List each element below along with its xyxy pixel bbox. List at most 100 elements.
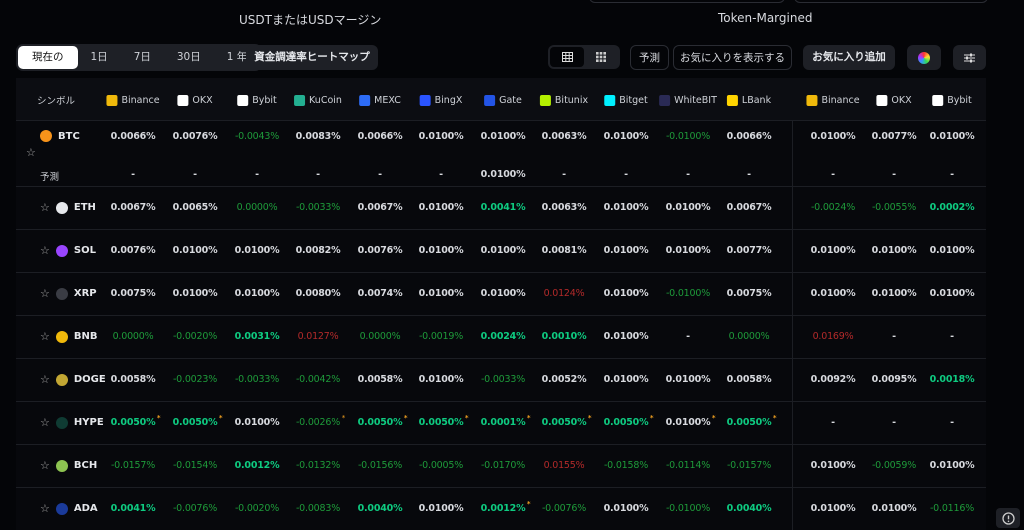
rate-cell[interactable]: 0.0066% (727, 131, 772, 142)
rate-cell[interactable]: 0.0100% (235, 417, 280, 428)
rate-cell[interactable]: 0.0083% (296, 131, 341, 142)
rate-cell[interactable]: 0.0100% (811, 288, 856, 299)
rate-cell[interactable]: 0.0155% (544, 460, 585, 471)
rate-cell[interactable]: - (255, 169, 259, 180)
rate-cell[interactable]: 0.0040% (358, 503, 403, 514)
rate-cell[interactable]: 0.0076% (111, 245, 156, 256)
rate-cell[interactable]: 0.0169% (813, 331, 854, 342)
symbol-name[interactable]: XRP (73, 288, 97, 299)
rate-cell[interactable]: -0.0033% (481, 374, 525, 385)
rate-cell[interactable]: - (131, 169, 135, 180)
rate-cell[interactable]: 0.0024% (481, 331, 526, 342)
favorite-star-icon[interactable]: ☆ (26, 146, 36, 159)
rate-cell[interactable]: 0.0012% (235, 460, 280, 471)
rate-cell[interactable]: 0.0066% (111, 131, 156, 142)
rate-cell[interactable]: 0.0100% (604, 131, 649, 142)
rate-cell[interactable]: - (892, 169, 896, 180)
favorite-star-icon[interactable]: ☆ (40, 330, 50, 343)
exchange-header[interactable]: Bitunix (539, 93, 588, 107)
rate-cell[interactable]: 0.0100% (173, 245, 218, 256)
table-view-button[interactable] (550, 47, 584, 67)
rate-cell[interactable]: -0.0156% (358, 460, 402, 471)
symbol-name[interactable]: DOGE (73, 374, 106, 385)
rate-cell[interactable]: 0.0058% (727, 374, 772, 385)
rate-cell[interactable]: 0.0018% (930, 374, 975, 385)
rate-cell[interactable]: 0.0100% (419, 503, 464, 514)
rate-cell[interactable]: 0.0127% (298, 331, 339, 342)
rate-cell[interactable]: - (950, 169, 954, 180)
rate-cell[interactable]: 0.0100% (666, 374, 711, 385)
rate-cell[interactable]: 0.0100% (872, 288, 917, 299)
rate-cell[interactable]: - (831, 169, 835, 180)
rate-cell[interactable]: 0.0075% (111, 288, 156, 299)
rate-cell[interactable]: 0.0100% (481, 245, 526, 256)
rate-cell[interactable]: 0.0050% * (727, 414, 777, 428)
exchange-header[interactable]: OKX (177, 93, 213, 107)
feedback-button[interactable] (996, 508, 1020, 528)
rate-cell[interactable]: 0.0000% (237, 202, 278, 213)
period-tab[interactable]: 30日 (176, 51, 201, 63)
rate-cell[interactable]: 0.0074% (358, 288, 403, 299)
exchange-header[interactable]: BingX (419, 93, 462, 107)
rate-cell[interactable]: 0.0050% * (604, 414, 654, 428)
rate-cell[interactable]: -0.0170% (481, 460, 525, 471)
rate-cell[interactable]: -0.0076% (173, 503, 217, 514)
rate-cell[interactable]: 0.0075% (727, 288, 772, 299)
rate-cell[interactable]: 0.0100% (604, 202, 649, 213)
rate-cell[interactable]: -0.0005% (419, 460, 463, 471)
rate-cell[interactable]: 0.0050% * (419, 414, 469, 428)
rate-cell[interactable]: -0.0043% (235, 131, 279, 142)
rate-cell[interactable]: 0.0100% (811, 460, 856, 471)
settings-button[interactable] (953, 45, 986, 70)
rate-cell[interactable]: 0.0100% (666, 202, 711, 213)
rate-cell[interactable]: 0.0100% (235, 245, 280, 256)
rate-cell[interactable]: 0.0100% (419, 288, 464, 299)
symbol-name[interactable]: ETH (73, 202, 96, 213)
rate-cell[interactable]: 0.0058% (111, 374, 156, 385)
rate-cell[interactable]: 0.0010% (542, 331, 587, 342)
rate-cell[interactable]: 0.0041% (111, 503, 156, 514)
rate-cell[interactable]: 0.0077% (872, 131, 917, 142)
rate-cell[interactable]: 0.0067% (358, 202, 403, 213)
rate-cell[interactable]: 0.0052% (542, 374, 587, 385)
rate-cell[interactable]: -0.0026% * (296, 414, 345, 428)
rate-cell[interactable]: 0.0076% (173, 131, 218, 142)
rate-cell[interactable]: 0.0050% * (111, 414, 161, 428)
rate-cell[interactable]: - (747, 169, 751, 180)
grid-view-button[interactable] (584, 47, 618, 67)
rate-cell[interactable]: - (624, 169, 628, 180)
rate-cell[interactable]: -0.0033% (235, 374, 279, 385)
rate-cell[interactable]: 0.0100% (173, 288, 218, 299)
rate-cell[interactable]: - (439, 169, 443, 180)
rate-cell[interactable]: 0.0100% (604, 374, 649, 385)
show-favorites-button[interactable]: お気に入りを表示する (673, 45, 792, 70)
rate-cell[interactable]: -0.0042% (296, 374, 340, 385)
symbol-name[interactable]: BTC (58, 130, 80, 142)
period-tab[interactable]: 現在の (18, 46, 78, 69)
rate-cell[interactable]: -0.0024% (811, 202, 855, 213)
rate-cell[interactable]: 0.0012% * (481, 500, 531, 514)
rate-cell[interactable]: 0.0067% (727, 202, 772, 213)
rate-cell[interactable]: 0.0100% (604, 245, 649, 256)
rate-cell[interactable]: 0.0100% (481, 169, 526, 180)
rate-cell[interactable]: 0.0100% (930, 245, 975, 256)
rate-cell[interactable]: - (831, 417, 835, 428)
rate-cell[interactable]: -0.0083% (296, 503, 340, 514)
symbol-name[interactable]: BCH (73, 460, 98, 471)
exchange-header[interactable]: Binance (106, 93, 160, 107)
favorite-star-icon[interactable]: ☆ (40, 287, 50, 300)
rate-cell[interactable]: 0.0065% (173, 202, 218, 213)
favorite-star-icon[interactable]: ☆ (40, 502, 50, 515)
rate-cell[interactable]: - (193, 169, 197, 180)
exchange-header[interactable]: Bybit (932, 93, 972, 107)
rate-cell[interactable]: 0.0100% (481, 288, 526, 299)
rate-cell[interactable]: 0.0100% (419, 131, 464, 142)
rate-cell[interactable]: 0.0002% (930, 202, 975, 213)
exchange-header[interactable]: MEXC (359, 93, 401, 107)
rate-cell[interactable]: 0.0100% (872, 245, 917, 256)
rate-cell[interactable]: -0.0116% (930, 503, 974, 514)
rate-cell[interactable]: - (686, 169, 690, 180)
rate-cell[interactable]: 0.0092% (811, 374, 856, 385)
rate-cell[interactable]: 0.0100% (604, 503, 649, 514)
heatmap-button[interactable]: 資金調達率ヒートマップ (246, 45, 378, 70)
